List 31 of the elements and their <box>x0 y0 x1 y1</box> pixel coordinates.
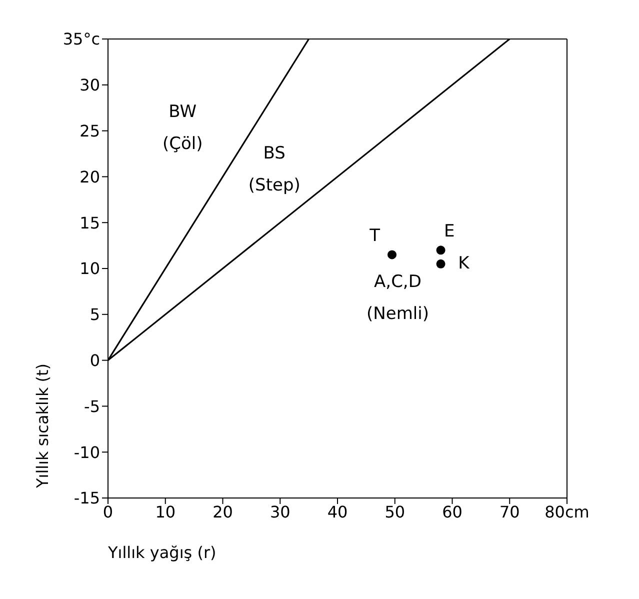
y-tick-label: 30 <box>80 76 100 95</box>
annotation: A,C,D <box>374 272 422 292</box>
y-tick-label: 10 <box>80 259 100 278</box>
x-tick-label: 0 <box>102 502 114 522</box>
annotation: (Step) <box>248 176 300 196</box>
annotation: BS <box>263 143 286 164</box>
y-tick-label: 15 <box>80 213 100 232</box>
x-tick-label: 70 <box>499 502 520 522</box>
x-tick-label: 10 <box>155 502 176 522</box>
y-tick-label: -15 <box>74 488 100 508</box>
x-tick-label: 60 <box>442 502 462 522</box>
y-tick-label: -5 <box>84 396 100 416</box>
annotation: T <box>368 226 381 246</box>
y-axis-title: Yıllık sıcaklık (t) <box>33 363 52 489</box>
y-tick-label: 25 <box>80 121 100 140</box>
x-tick-label: 40 <box>327 502 348 522</box>
x-tick-label: 20 <box>212 502 233 522</box>
y-tick-label: 5 <box>90 305 100 324</box>
y-tick-label: 35°c <box>62 30 100 49</box>
x-axis-title: Yıllık yağış (r) <box>107 543 216 562</box>
y-tick-label: 20 <box>80 167 100 186</box>
y-tick-label: -10 <box>74 442 100 462</box>
annotation: BW <box>168 102 197 122</box>
y-tick-label: 0 <box>90 350 100 370</box>
x-tick-label: 50 <box>384 502 406 522</box>
annotation: K <box>458 254 470 274</box>
annotation: (Nemli) <box>366 304 429 324</box>
annotation: E <box>444 221 455 242</box>
x-tick-label: 30 <box>270 502 290 522</box>
x-tick-label: 80cm <box>544 502 590 522</box>
annotation: (Çöl) <box>162 134 203 154</box>
